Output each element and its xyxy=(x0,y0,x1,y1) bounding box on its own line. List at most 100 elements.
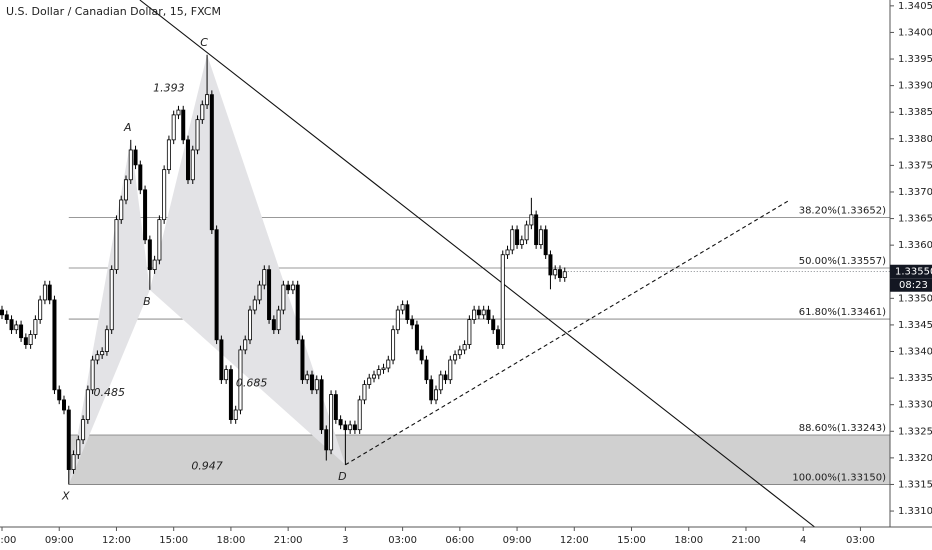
y-tick-label: 1.33650 xyxy=(898,214,932,225)
y-tick-label: 1.34000 xyxy=(898,27,932,38)
countdown-box xyxy=(890,278,932,292)
candle-body xyxy=(9,319,14,331)
x-tick-label: 18:00 xyxy=(674,535,703,546)
candle-body xyxy=(71,454,76,470)
candle-body xyxy=(66,409,71,470)
pattern-triangle xyxy=(149,54,346,465)
candle-body xyxy=(286,284,291,291)
candle-body xyxy=(200,104,205,121)
candle-body xyxy=(267,269,272,321)
candle-body xyxy=(85,389,90,420)
x-tick-label: 12:00 xyxy=(102,535,131,546)
candle-body xyxy=(119,199,124,221)
candle-body xyxy=(295,284,300,341)
candle-body xyxy=(76,439,81,456)
candle-body xyxy=(472,309,477,321)
candle-body xyxy=(429,379,434,401)
candle-body xyxy=(57,389,62,401)
candle-body xyxy=(414,324,419,351)
x-tick-label: 18:00 xyxy=(217,535,246,546)
candle-body xyxy=(33,319,38,335)
x-tick-label: 12:00 xyxy=(560,535,589,546)
candle-body xyxy=(529,214,534,226)
last-price-box xyxy=(890,264,932,279)
candle-body xyxy=(486,309,491,321)
y-tick-label: 1.33750 xyxy=(898,160,932,171)
candle-body xyxy=(515,229,520,246)
candle-body xyxy=(491,319,496,331)
candle-body xyxy=(4,314,9,321)
candle-body xyxy=(362,384,367,401)
candle-body xyxy=(209,94,214,231)
x-tick-label: 06:00 xyxy=(0,535,16,546)
y-tick-label: 1.33300 xyxy=(898,400,932,411)
pattern-ratio: 0.947 xyxy=(191,460,223,473)
candle-body xyxy=(410,319,415,326)
candle-body xyxy=(104,329,109,352)
candle-body xyxy=(538,229,543,246)
x-tick-label: 06:00 xyxy=(445,535,474,546)
candle-body xyxy=(348,424,353,431)
y-tick-label: 1.33950 xyxy=(898,54,932,65)
y-tick-label: 1.33600 xyxy=(898,240,932,251)
y-tick-label: 1.33250 xyxy=(898,426,932,437)
candle-body xyxy=(443,374,448,381)
candle-body xyxy=(133,149,138,166)
fib-label: 88.60%(1.33243) xyxy=(799,423,886,434)
plot-area: 38.20%(1.33652) 50.00%(1.33557) 61.80%(1.3… xyxy=(0,0,890,527)
candle-body xyxy=(433,389,438,401)
candle-body xyxy=(352,424,357,431)
y-tick-label: 1.33900 xyxy=(898,81,932,92)
candle-body xyxy=(109,269,114,331)
pattern-point-label: D xyxy=(338,470,346,483)
candle-body xyxy=(176,109,181,116)
candle-body xyxy=(152,259,157,271)
candle-body xyxy=(247,309,252,341)
candle-body xyxy=(243,339,248,351)
candle-body xyxy=(510,229,515,251)
candle-body xyxy=(171,114,176,141)
y-tick-label: 1.33400 xyxy=(898,347,932,358)
candle-body xyxy=(419,349,424,361)
candle-body xyxy=(534,214,539,246)
candle-body xyxy=(14,324,19,331)
x-tick-label: 21:00 xyxy=(274,535,303,546)
candle-body xyxy=(205,94,210,106)
candle-body xyxy=(262,269,267,286)
candle-body xyxy=(271,319,276,331)
candle-body xyxy=(276,309,281,331)
candle-body xyxy=(329,394,334,451)
candle-body xyxy=(28,334,33,345)
fib-label: 38.20%(1.33652) xyxy=(799,206,886,217)
candle-body xyxy=(300,339,305,381)
candle-body xyxy=(90,359,95,391)
candle-body xyxy=(238,349,243,411)
pattern-point-label: C xyxy=(200,36,208,49)
candle-body xyxy=(52,299,57,391)
candle-body xyxy=(391,329,396,361)
candle-body xyxy=(138,164,143,191)
pattern-point-label: B xyxy=(143,295,151,308)
y-tick-label: 1.33200 xyxy=(898,453,932,464)
candle-body xyxy=(438,374,443,391)
candle-body xyxy=(495,329,500,345)
candle-body xyxy=(123,179,128,201)
candle-body xyxy=(481,309,486,316)
candle-body xyxy=(462,344,467,351)
candle-body xyxy=(281,284,286,311)
fib-label: 50.00%(1.33557) xyxy=(799,256,886,267)
y-tick-label: 1.33350 xyxy=(898,373,932,384)
trend-line-dashed xyxy=(345,199,791,466)
y-tick-label: 1.33850 xyxy=(898,107,932,118)
candle-body xyxy=(128,149,133,181)
candle-body xyxy=(305,374,310,381)
pattern-ratio: 1.393 xyxy=(153,81,185,94)
candle-body xyxy=(519,239,524,246)
candle-body xyxy=(290,284,295,291)
y-tick-label: 1.33150 xyxy=(898,479,932,490)
x-tick-label: 21:00 xyxy=(732,535,761,546)
candle-body xyxy=(371,374,376,379)
candle-body xyxy=(424,359,429,381)
